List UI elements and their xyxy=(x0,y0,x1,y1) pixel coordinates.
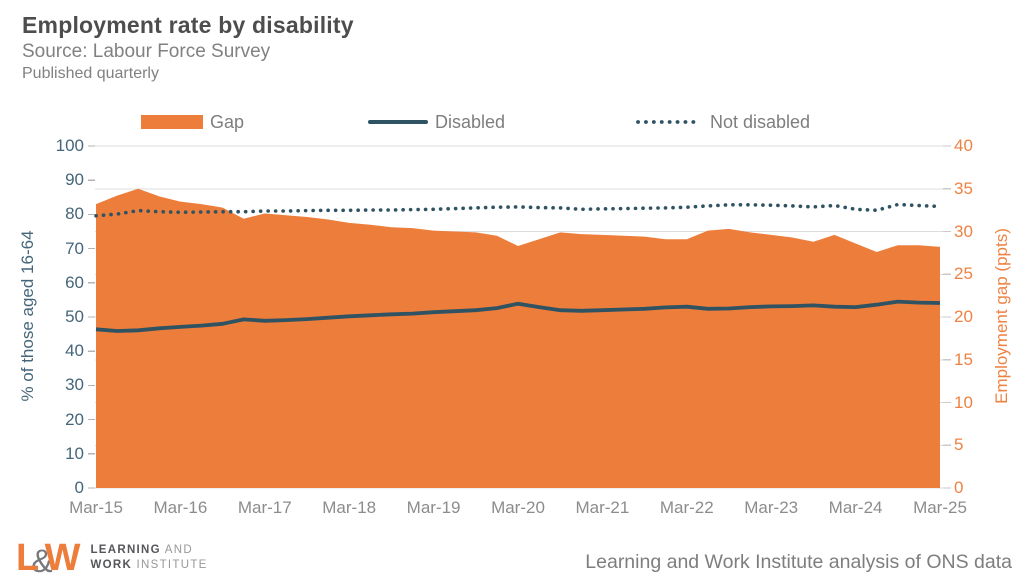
y-left-tick-label: 50 xyxy=(65,307,84,326)
lw-logo-mark: L & W xyxy=(16,534,80,582)
logo-text-line2: WORK INSTITUTE xyxy=(90,559,208,571)
y-right-tick-label: 0 xyxy=(954,478,964,497)
y-left-tick-label: 60 xyxy=(65,272,84,292)
gap-area xyxy=(96,188,940,489)
x-tick-label: Mar-21 xyxy=(575,498,630,517)
y-right-tick-label: 30 xyxy=(954,221,973,241)
lw-logo: L & W LEARNING AND WORK INSTITUTE xyxy=(16,534,208,582)
y-left-tick-label: 0 xyxy=(74,478,84,497)
logo-text-line1: LEARNING AND xyxy=(90,544,193,557)
x-tick-label: Mar-25 xyxy=(913,498,967,517)
y-left-tick-label: 30 xyxy=(65,375,84,395)
not-disabled-line xyxy=(94,202,942,218)
legend-label: Disabled xyxy=(435,111,506,132)
logo-ampersand: & xyxy=(31,543,53,579)
attribution: Learning and Work Institute analysis of … xyxy=(585,551,1012,573)
x-tick-label: Mar-23 xyxy=(744,498,799,517)
x-tick-label: Mar-24 xyxy=(828,498,883,517)
logo-letter-l: L xyxy=(16,537,40,579)
y-left-tick-label: 40 xyxy=(65,341,84,361)
y-left-tick-label: 90 xyxy=(65,170,84,190)
y-right-tick-label: 10 xyxy=(954,392,973,412)
y-right-tick-label: 25 xyxy=(954,264,973,284)
not-disabled-legend-swatch xyxy=(636,120,702,124)
legend-label: Not disabled xyxy=(710,111,811,132)
disabled-line xyxy=(95,299,941,333)
page-title: Employment rate by disability xyxy=(22,12,354,38)
legend-label: Gap xyxy=(210,111,245,132)
y-left-tick-label: 70 xyxy=(65,238,84,258)
disabled-legend-swatch xyxy=(368,120,428,124)
x-tick-label: Mar-19 xyxy=(406,498,461,517)
legend-item-disabled: Disabled xyxy=(368,112,505,132)
legend-item-not-disabled: Not disabled xyxy=(635,112,810,132)
y-right-tick-label: 40 xyxy=(954,136,973,155)
x-tick-label: Mar-20 xyxy=(491,498,545,517)
y-left-tick-label: 100 xyxy=(55,136,84,155)
plot-svg xyxy=(88,145,951,489)
chart-source: Source: Labour Force Survey xyxy=(22,41,271,62)
gap-legend-swatch xyxy=(141,115,203,129)
x-tick-label: Mar-17 xyxy=(237,498,292,517)
lw-logo-text: LEARNING AND WORK INSTITUTE xyxy=(90,543,207,573)
x-tick-label: Mar-18 xyxy=(322,498,377,517)
y-right-tick-label: 20 xyxy=(954,307,973,326)
y-left-tick-label: 10 xyxy=(65,443,84,463)
y-right-tick-label: 15 xyxy=(954,349,973,369)
y-right-tick-label: 5 xyxy=(954,435,964,455)
legend-item-gap: Gap xyxy=(141,112,244,132)
chart-frequency: Published quarterly xyxy=(22,65,159,82)
y-left-tick-label: 20 xyxy=(65,409,84,429)
x-tick-label: Mar-16 xyxy=(153,498,208,517)
x-tick-label: Mar-22 xyxy=(659,498,714,517)
x-tick-label: Mar-15 xyxy=(69,498,123,517)
logo-letter-w: W xyxy=(44,537,81,579)
y-right-tick-label: 35 xyxy=(954,178,973,198)
y-left-tick-label: 80 xyxy=(65,204,84,224)
